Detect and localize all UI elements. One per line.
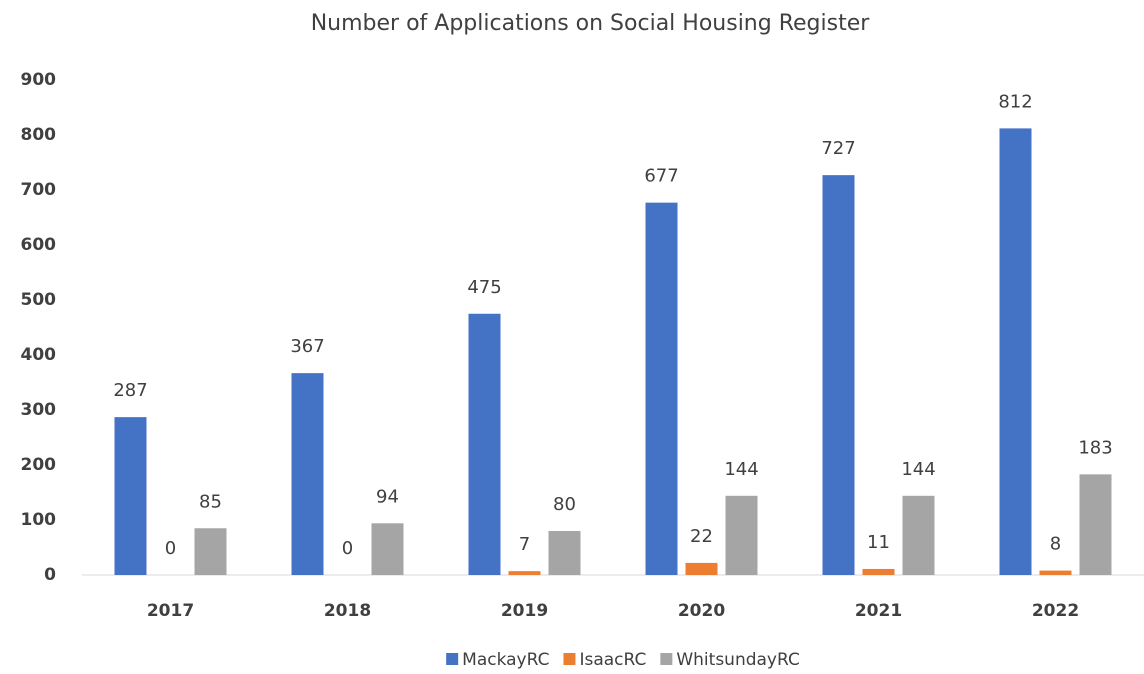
y-tick-label: 0	[44, 565, 56, 585]
legend-marker	[660, 653, 673, 665]
y-tick-label: 100	[21, 510, 57, 530]
bar	[468, 313, 501, 575]
legend-label: WhitsundayRC	[676, 650, 799, 670]
legend-marker	[446, 653, 459, 665]
value-label: 677	[644, 166, 678, 187]
bar	[291, 373, 324, 575]
value-label: 7	[519, 534, 530, 555]
legend-label: MackayRC	[462, 650, 549, 670]
x-tick-label: 2022	[1032, 601, 1079, 621]
bar	[371, 523, 404, 575]
value-label: 22	[690, 526, 713, 547]
value-label: 11	[867, 532, 890, 553]
bar	[194, 528, 227, 575]
value-label: 85	[199, 491, 222, 512]
value-label: 287	[113, 380, 147, 401]
value-label: 0	[165, 538, 176, 559]
y-tick-label: 500	[21, 290, 57, 310]
value-label: 144	[724, 459, 758, 480]
y-tick-label: 700	[21, 180, 57, 200]
bar	[548, 531, 581, 575]
bar	[114, 417, 147, 575]
y-tick-label: 600	[21, 235, 57, 255]
value-label: 367	[290, 336, 324, 357]
value-label: 94	[376, 486, 399, 507]
value-label: 475	[467, 277, 501, 298]
value-label: 80	[553, 494, 576, 515]
value-label: 8	[1050, 534, 1061, 555]
y-tick-label: 900	[21, 70, 57, 90]
bar	[508, 571, 541, 575]
y-tick-label: 800	[21, 125, 57, 145]
bar	[645, 202, 678, 575]
legend-label: IsaacRC	[579, 650, 646, 670]
value-label: 183	[1078, 437, 1112, 458]
value-label: 812	[998, 91, 1032, 112]
bar	[1079, 474, 1112, 575]
x-tick-label: 2021	[855, 601, 902, 621]
bar	[1039, 570, 1072, 575]
x-tick-label: 2018	[324, 601, 371, 621]
x-tick-label: 2017	[147, 601, 194, 621]
chart-title: Number of Applications on Social Housing…	[311, 11, 871, 36]
bar	[685, 562, 718, 575]
y-tick-label: 300	[21, 400, 57, 420]
y-tick-label: 200	[21, 455, 57, 475]
bar	[862, 568, 895, 575]
value-label: 0	[342, 538, 353, 559]
x-tick-label: 2019	[501, 601, 548, 621]
y-tick-label: 400	[21, 345, 57, 365]
bar	[725, 495, 758, 575]
bar	[822, 175, 855, 575]
bar	[902, 495, 935, 575]
value-label: 727	[821, 138, 855, 159]
x-tick-label: 2020	[678, 601, 725, 621]
bar	[999, 128, 1032, 575]
legend-marker	[563, 653, 576, 665]
value-label: 144	[901, 459, 935, 480]
